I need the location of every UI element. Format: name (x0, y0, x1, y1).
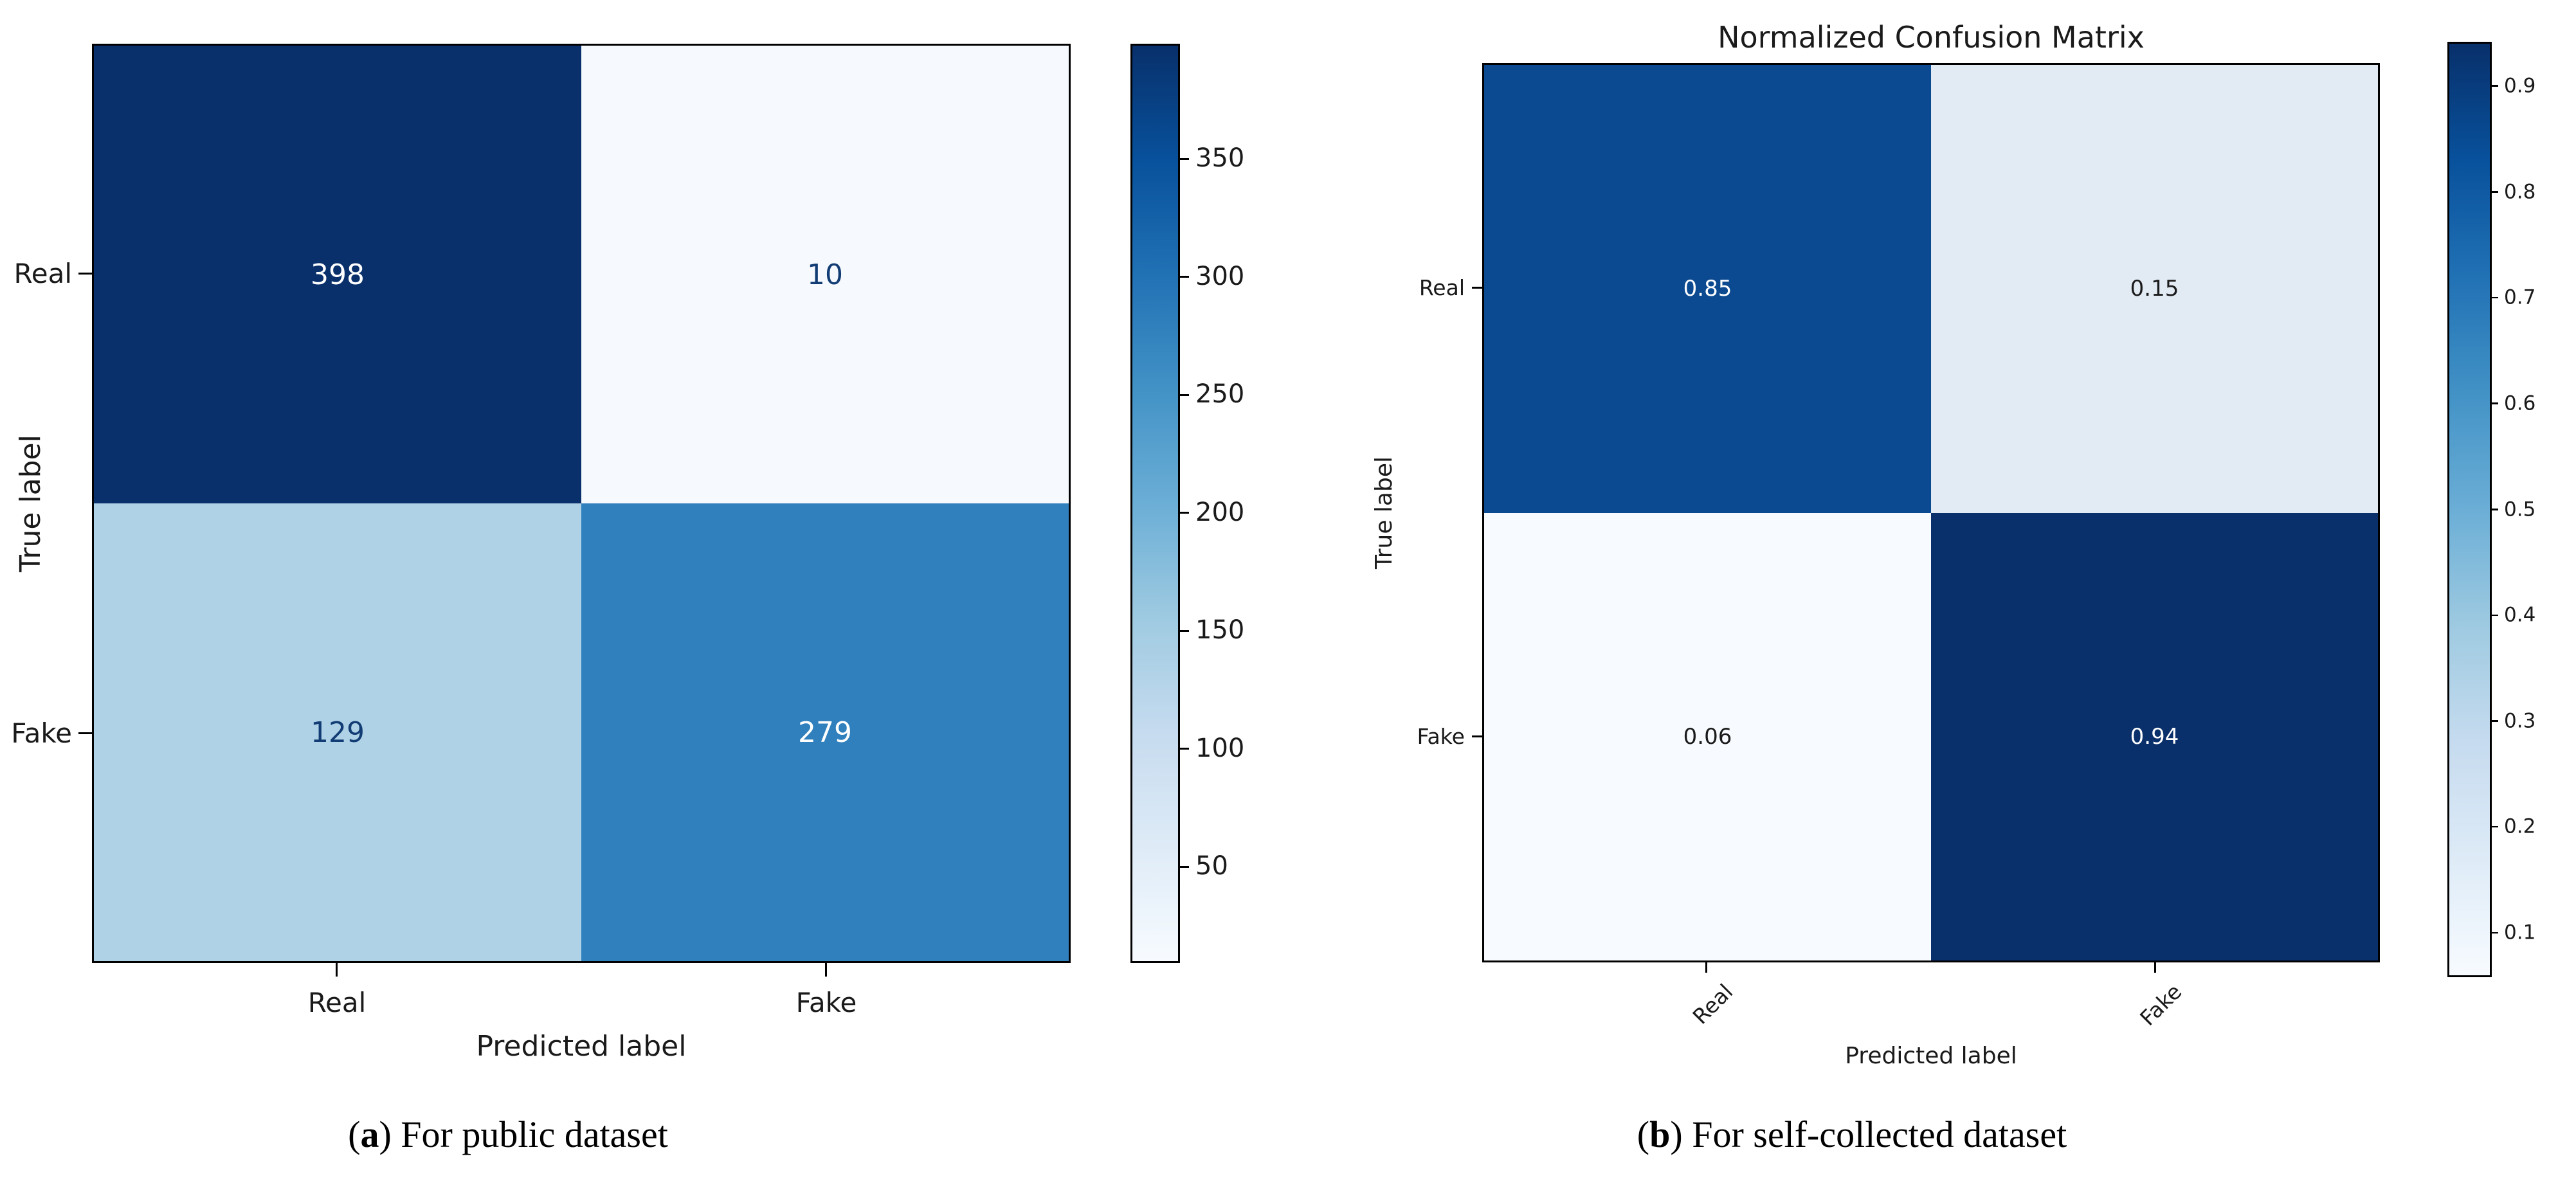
colorbar-tick-label: 0.8 (2504, 179, 2536, 203)
cell-value: 279 (798, 716, 852, 749)
y-tick-label-fake-b: Fake (1417, 724, 1465, 749)
colorbar-tick-label: 50 (1195, 851, 1228, 881)
colorbar-tick-mark (1178, 748, 1189, 750)
colorbar-tick-label: 0.6 (2504, 392, 2536, 415)
caption-b: (b) For self-collected dataset (1402, 1110, 2302, 1160)
cell-value: 0.94 (2130, 723, 2179, 750)
y-tick-mark-b (1472, 287, 1482, 289)
colorbar-tick-mark (1178, 629, 1189, 632)
colorbar-tick-mark (2490, 614, 2498, 617)
x-tick-mark-a (336, 963, 338, 977)
y-tick-label-real-a: Real (14, 258, 72, 289)
matrix-cell: 0.06 (1484, 512, 1931, 960)
matrix-cell: 0.94 (1931, 512, 2378, 960)
colorbar-tick-mark (2490, 509, 2498, 510)
caption-letter: b (1649, 1113, 1671, 1155)
colorbar-tick-label: 0.1 (2504, 921, 2536, 944)
colorbar-tick-mark (1178, 276, 1189, 278)
colorbar-a: 350 300 250 200 150 100 50 (1130, 44, 1244, 963)
colorbar-tick-label: 0.7 (2504, 285, 2536, 309)
y-tick-label-real-b: Real (1419, 275, 1465, 300)
x-tick-mark-a (825, 963, 827, 977)
colorbar-tick-label: 100 (1195, 733, 1245, 763)
colorbar-tick-mark (1178, 158, 1189, 160)
matrix-cell: 10 (581, 46, 1069, 503)
colorbar-tick-label: 200 (1195, 497, 1245, 527)
x-tick-mark-b (2154, 962, 2156, 973)
x-axis-title-b: Predicted label (1845, 1043, 2017, 1069)
colorbar-b: 0.9 0.8 0.7 0.6 0.5 0.4 0.3 0.2 0.1 (2447, 42, 2535, 977)
colorbar-tick-mark (1178, 512, 1189, 514)
colorbar-tick-mark (1178, 865, 1189, 868)
confusion-matrix-b: 0.85 0.15 0.06 0.94 (1482, 63, 2380, 962)
matrix-cell: 398 (94, 46, 581, 503)
colorbar-tick-label: 0.4 (2504, 603, 2536, 627)
colorbar-tick-mark (2490, 720, 2498, 722)
caption-paren: ) (379, 1113, 392, 1155)
colorbar-tick-label: 0.9 (2504, 74, 2536, 98)
y-tick-label-fake-a: Fake (11, 717, 72, 749)
matrix-cell: 0.85 (1484, 65, 1931, 513)
cell-value: 0.85 (1683, 276, 1732, 302)
caption-paren: ( (348, 1113, 361, 1155)
colorbar-tick-label: 150 (1195, 615, 1245, 645)
y-axis-title-b: True label (1371, 456, 1397, 569)
caption-paren: ) (1670, 1113, 1683, 1155)
colorbar-tick-label: 0.2 (2504, 815, 2536, 838)
y-axis-title-a: True label (14, 435, 47, 572)
caption-paren: ( (1637, 1113, 1650, 1155)
confusion-matrix-a: 398 10 129 279 (92, 44, 1071, 963)
colorbar-tick-mark (2490, 296, 2498, 299)
caption-letter: a (360, 1113, 379, 1155)
caption-text: For public dataset (391, 1113, 668, 1155)
colorbar-tick-mark (2490, 85, 2498, 87)
colorbar-tick-mark (2490, 932, 2498, 934)
cell-value: 10 (807, 258, 843, 291)
matrix-cell: 279 (581, 503, 1069, 961)
y-tick-mark-b (1472, 735, 1482, 737)
x-axis-title-a: Predicted label (476, 1030, 687, 1063)
colorbar-tick-label: 0.3 (2504, 709, 2536, 733)
colorbar-tick-mark (2490, 191, 2498, 193)
cell-value: 0.15 (2130, 276, 2179, 302)
matrix-cell: 0.15 (1931, 65, 2378, 513)
matrix-cell: 129 (94, 503, 581, 961)
x-tick-label-fake-a: Fake (795, 987, 857, 1018)
cell-value: 398 (311, 258, 365, 291)
caption-text: For self-collected dataset (1682, 1113, 2067, 1155)
caption-a: (a) For public dataset (58, 1110, 958, 1160)
colorbar-tick-label: 0.5 (2504, 497, 2536, 521)
x-tick-mark-b (1705, 962, 1707, 973)
y-tick-mark-a (78, 273, 92, 275)
cell-value: 129 (311, 716, 365, 749)
colorbar-tick-label: 350 (1195, 143, 1245, 174)
colorbar-tick-label: 300 (1195, 261, 1245, 291)
chart-title-b: Normalized Confusion Matrix (1718, 20, 2145, 55)
colorbar-tick-label: 250 (1195, 379, 1245, 410)
colorbar-tick-mark (2490, 825, 2498, 828)
y-tick-mark-a (78, 732, 92, 734)
cell-value: 0.06 (1683, 723, 1732, 750)
colorbar-tick-mark (1178, 393, 1189, 396)
x-tick-label-real-a: Real (307, 987, 367, 1018)
colorbar-tick-mark (2490, 402, 2498, 404)
